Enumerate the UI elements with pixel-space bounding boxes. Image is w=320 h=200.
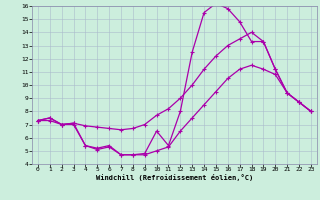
X-axis label: Windchill (Refroidissement éolien,°C): Windchill (Refroidissement éolien,°C): [96, 174, 253, 181]
